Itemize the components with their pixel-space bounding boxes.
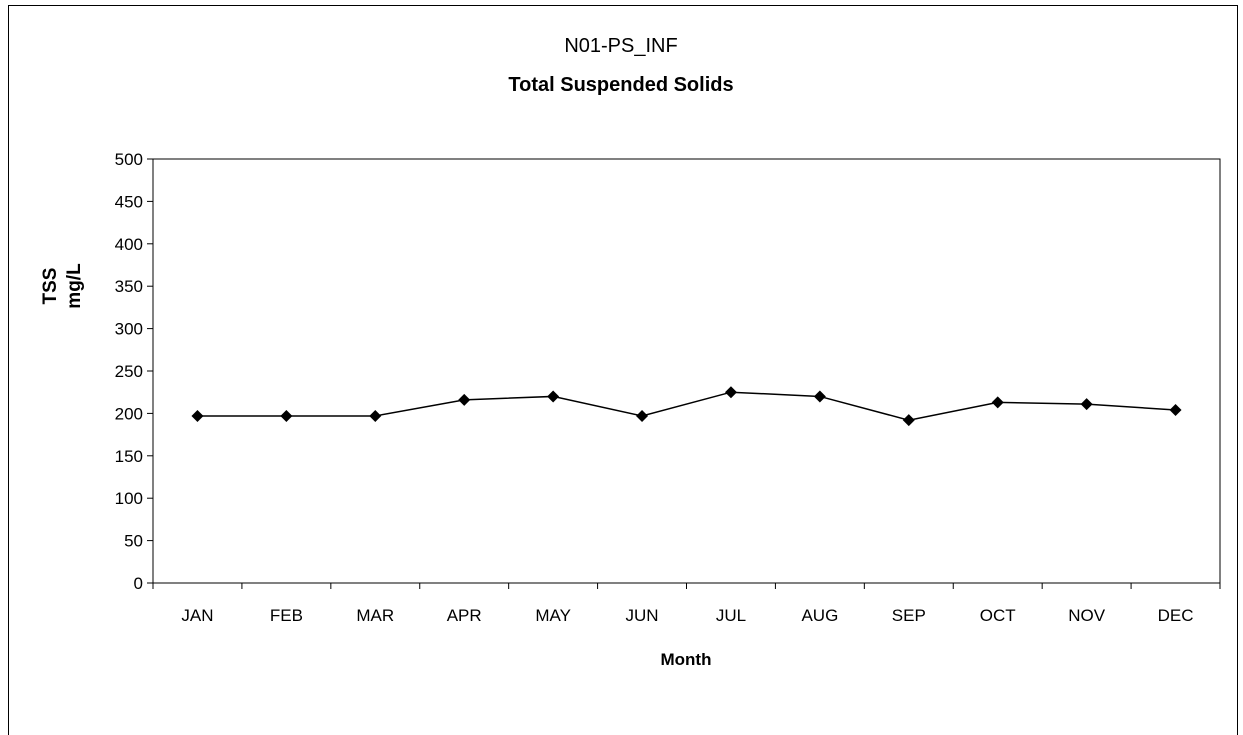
x-tick-label: MAY [535, 606, 571, 625]
y-tick-label: 500 [115, 150, 143, 169]
data-point-marker [280, 409, 293, 422]
y-tick-label: 400 [115, 235, 143, 254]
y-tick-label: 50 [124, 532, 143, 551]
chart-subtitle: Total Suspended Solids [508, 74, 733, 96]
x-axis-label: Month [661, 650, 712, 669]
data-point-marker [724, 386, 737, 399]
y-tick-label: 450 [115, 192, 143, 211]
x-tick-label: NOV [1068, 606, 1106, 625]
chart-title: N01-PS_INF [564, 35, 677, 57]
series-line [197, 391, 1176, 421]
x-tick-label: AUG [801, 606, 838, 625]
y-axis-label: TSS mg/L [40, 263, 85, 309]
y-tick-label: 100 [115, 489, 143, 508]
plot-border [152, 158, 1221, 584]
y-tick-label: 300 [115, 320, 143, 339]
x-tick-label: JAN [181, 606, 213, 625]
data-point-marker [1080, 398, 1093, 411]
x-tick-label: OCT [980, 606, 1016, 625]
y-tick-label: 0 [134, 574, 143, 593]
plot-area: 0 50 100 150 200 250 300 350 400 450 500 JAN FEB MAR A… [115, 150, 1221, 625]
x-tick-label: APR [447, 606, 482, 625]
data-point-marker [191, 409, 204, 422]
data-point-marker [369, 409, 382, 422]
y-tick-label: 350 [115, 277, 143, 296]
data-point-marker [1169, 404, 1182, 417]
data-point-marker [547, 390, 560, 403]
x-tick-label: FEB [270, 606, 303, 625]
y-axis-label-line-2: mg/L [64, 263, 85, 309]
y-axis-label-line-1: TSS [40, 268, 61, 305]
x-tick-label: SEP [892, 606, 926, 625]
y-tick-label: 200 [115, 404, 143, 423]
data-point-marker [458, 393, 471, 406]
data-point-marker [991, 396, 1004, 409]
data-point-marker [636, 409, 649, 422]
x-tick-label: JUN [626, 606, 659, 625]
x-tick-label: JUL [716, 606, 746, 625]
data-point-marker [813, 390, 826, 403]
x-tick-label: DEC [1158, 606, 1194, 625]
y-tick-label: 250 [115, 362, 143, 381]
x-tick-label: MAR [356, 606, 394, 625]
y-tick-label: 150 [115, 447, 143, 466]
data-point-marker [902, 414, 915, 427]
chart-frame [8, 5, 1238, 735]
